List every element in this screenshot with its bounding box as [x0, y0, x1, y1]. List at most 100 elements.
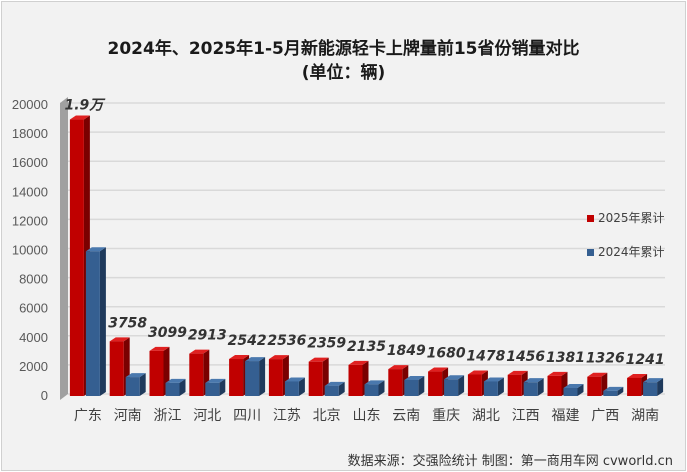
data-label: 3099	[148, 325, 187, 341]
bar-2024	[643, 382, 658, 396]
bar-top	[388, 365, 409, 370]
chart-title: 2024年、2025年1-5月新能源轻卡上牌量前15省份销量对比	[107, 39, 580, 59]
y-tick-label: 10000	[12, 243, 48, 258]
bar-2024	[125, 377, 140, 396]
y-tick-label: 18000	[12, 126, 48, 141]
bar-top	[109, 337, 130, 342]
bar-2024	[563, 387, 578, 396]
bar-2025	[467, 374, 482, 396]
chart-subtitle: (单位：辆)	[301, 63, 386, 83]
bar-2025	[189, 353, 204, 396]
y-tick-label: 16000	[12, 155, 48, 170]
bar-2025	[69, 119, 84, 397]
data-label: 1680	[427, 346, 466, 362]
bar-side	[458, 375, 465, 396]
x-tick-label: 浙江	[154, 408, 182, 424]
bar-2024	[245, 361, 260, 396]
y-tick-label: 6000	[19, 301, 48, 316]
data-label: 3758	[108, 315, 147, 331]
legend-label: 2025年累计	[598, 211, 665, 225]
bar-2024	[324, 385, 339, 396]
bar-2024	[85, 251, 100, 396]
y-tick-label: 4000	[19, 330, 48, 345]
bar-top	[364, 380, 385, 385]
legend-swatch	[587, 215, 594, 222]
bar-top	[125, 373, 146, 378]
bar-top	[85, 247, 106, 252]
data-label: 2542	[228, 333, 267, 349]
bar-2024	[523, 382, 538, 396]
x-tick-label: 四川	[233, 408, 261, 424]
bar-2025	[507, 374, 522, 396]
bar-top	[165, 378, 186, 383]
bar-2024	[444, 379, 459, 396]
bar-side	[537, 378, 544, 396]
x-tick-label: 江苏	[273, 408, 301, 424]
x-tick-label: 湖南	[631, 408, 659, 424]
bar-side	[259, 357, 266, 396]
bar-side	[657, 378, 664, 396]
data-label: 2135	[347, 339, 386, 355]
y-tick-label: 14000	[12, 184, 48, 199]
bar-side	[219, 378, 226, 396]
bar-2024	[603, 390, 618, 396]
data-label: 1456	[506, 349, 545, 365]
data-label: 2536	[267, 333, 306, 349]
bar-2024	[284, 381, 299, 396]
bar-2025	[587, 376, 602, 396]
bar-2024	[483, 381, 498, 396]
bar-top	[245, 357, 266, 362]
bar-2025	[627, 377, 642, 396]
x-tick-label: 江西	[512, 408, 540, 424]
data-label: 1.9万	[64, 98, 106, 114]
bar-side	[338, 381, 345, 396]
bar-2025	[547, 375, 562, 396]
x-tick-label: 北京	[313, 408, 341, 424]
bar-top	[284, 377, 305, 382]
data-label: 2913	[188, 328, 227, 344]
y-tick-label: 8000	[19, 272, 48, 287]
bar-top	[627, 373, 648, 378]
data-label: 1241	[626, 352, 665, 368]
bar-side	[298, 377, 305, 396]
bar-top	[587, 372, 608, 377]
bar-2025	[348, 364, 363, 396]
bar-side	[418, 375, 425, 396]
bar-side	[179, 378, 186, 396]
bar-top	[507, 370, 528, 375]
bar-top	[547, 371, 568, 376]
bar-top	[324, 381, 345, 386]
y-tick-label: 2000	[19, 359, 48, 374]
bar-2024	[404, 379, 419, 396]
y-tick-label: 0	[41, 388, 48, 403]
bar-2025	[229, 359, 244, 396]
x-tick-label: 广西	[591, 408, 619, 424]
x-tick-label: 福建	[552, 408, 580, 424]
bar-2024	[364, 384, 379, 396]
x-tick-label: 重庆	[432, 408, 460, 424]
bar-top	[268, 355, 289, 360]
x-tick-label: 山东	[353, 408, 381, 424]
bar-side	[99, 247, 106, 396]
data-label: 1381	[546, 350, 585, 366]
bar-top	[563, 383, 584, 388]
bar-top	[523, 378, 544, 383]
bar-2025	[149, 350, 164, 396]
x-tick-label: 湖北	[472, 408, 500, 424]
x-tick-label: 河南	[114, 408, 142, 424]
bar-2024	[205, 382, 220, 396]
y-tick-label: 12000	[12, 213, 48, 228]
legend-swatch	[587, 249, 594, 256]
side-wall	[60, 97, 68, 400]
bar-top	[189, 349, 210, 354]
bar-side	[617, 386, 624, 396]
bar-top	[404, 375, 425, 380]
y-tick-label: 20000	[12, 97, 48, 112]
bar-2025	[428, 371, 443, 396]
x-tick-label: 河北	[193, 408, 221, 424]
x-tick-label: 云南	[392, 408, 420, 424]
bar-side	[497, 377, 504, 396]
bar-2025	[388, 369, 403, 396]
bar-top	[444, 375, 465, 380]
